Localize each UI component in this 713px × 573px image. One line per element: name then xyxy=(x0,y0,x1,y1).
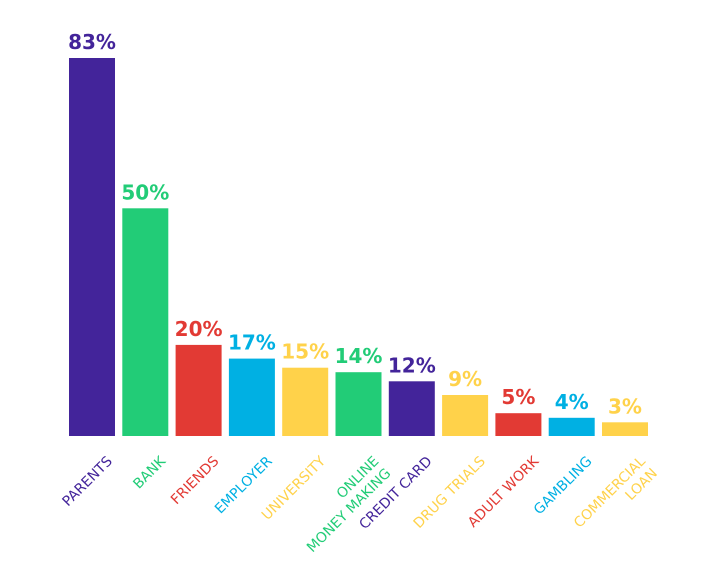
bar-employer xyxy=(228,358,275,436)
category-label-line: PARENTS xyxy=(60,453,116,509)
bars-group xyxy=(69,58,648,436)
bar-gambling xyxy=(548,417,595,436)
value-label-credit-card: 12% xyxy=(388,353,436,377)
bar-friends xyxy=(175,344,222,436)
value-label-parents: 83% xyxy=(68,30,116,54)
value-label-drug-trials: 9% xyxy=(448,367,482,391)
bar-credit-card xyxy=(388,381,435,436)
value-label-university: 15% xyxy=(281,340,329,364)
value-label-commercial-loan: 3% xyxy=(608,394,642,418)
category-label-line: BANK xyxy=(130,453,169,492)
value-label-gambling: 4% xyxy=(555,390,589,414)
category-label-parents: PARENTS xyxy=(60,453,116,509)
bar-university xyxy=(282,367,329,436)
value-label-online-money-making: 14% xyxy=(335,344,383,368)
value-label-friends: 20% xyxy=(175,317,223,341)
bar-adult-work xyxy=(495,413,542,436)
category-label-bank: BANK xyxy=(130,453,169,492)
value-label-bank: 50% xyxy=(121,180,169,204)
bar-online-money-making xyxy=(335,372,382,436)
bar-bank xyxy=(122,208,169,436)
value-label-employer: 17% xyxy=(228,331,276,355)
value-label-adult-work: 5% xyxy=(501,385,535,409)
value-labels-group: 83% 50% 20%17% 15% 14% 12% 9% 5% 4% 3% xyxy=(68,30,642,418)
category-label-line: FRIENDS xyxy=(168,453,222,507)
bar-drug-trials xyxy=(442,395,489,436)
bar-commercial-loan xyxy=(602,422,648,436)
category-label-friends: FRIENDS xyxy=(168,453,222,507)
bar-parents xyxy=(69,58,115,436)
